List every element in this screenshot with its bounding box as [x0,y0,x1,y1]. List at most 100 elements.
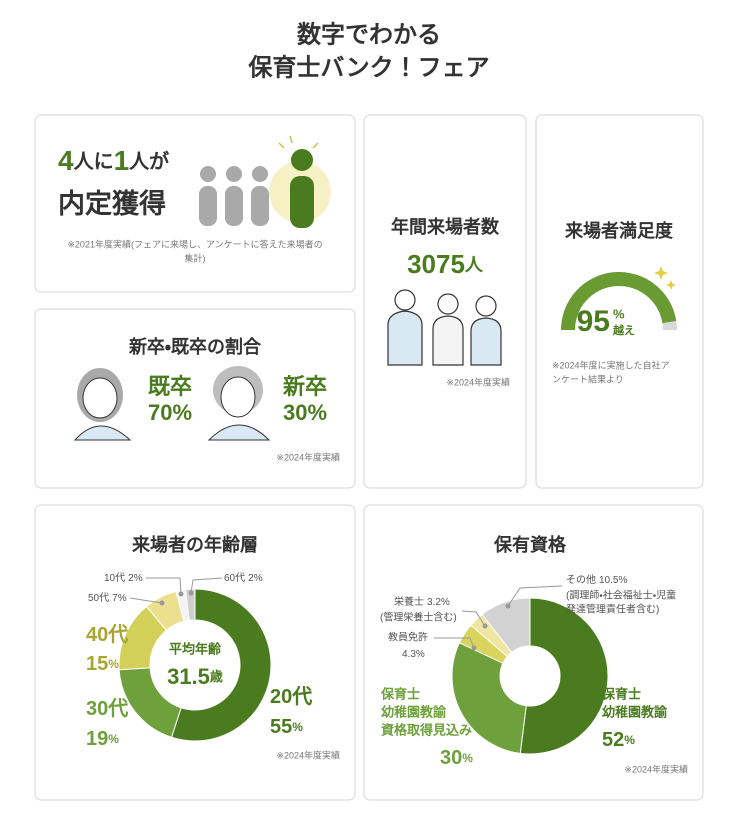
sparkle [278,135,319,149]
visitors-count: 3075人 [407,249,484,279]
value: 10.5 [599,575,619,586]
card-title: 年間来場者数 [391,216,500,237]
name: 40代 [86,623,128,646]
value: 7 [112,593,118,604]
value: 55 [270,716,292,738]
unit: % [118,593,127,604]
number: 3075 [407,249,465,279]
center-label: 平均年齢 [169,641,222,656]
donut-segment [170,588,272,742]
dot [159,600,165,606]
body [387,310,423,366]
note: ※2024年度実績 [276,451,340,462]
number: 1 [114,145,130,176]
note: ※2024年度実績 [276,749,340,760]
value: 4.3 [402,649,416,660]
unit: % [613,306,625,321]
name: 30代 [86,697,128,720]
unit: % [108,732,119,746]
face [220,376,256,418]
number: 95 [577,305,610,338]
leader-lines [129,577,223,606]
card [535,114,704,489]
note: ※2024年度に実施した自社ア [552,359,670,370]
unit: % [292,720,303,734]
unit: % [441,597,450,608]
head [437,293,459,315]
headline: 4人に1人が [58,145,169,176]
sparkle [654,266,676,290]
leader [190,577,223,594]
segment-label: 50代 7% [88,592,127,604]
segment-name: 教員免許 [388,631,428,644]
person-body [251,186,269,226]
leader [507,585,563,607]
segment-name: 幼稚園教諭 [602,704,668,719]
unit: % [134,573,143,584]
note: ※2024年度実績 [446,376,510,387]
person-body [199,186,217,226]
shoulders [73,425,132,441]
name: 60代 [224,572,245,584]
unit: 歳 [210,669,223,684]
segment-value: 30% [440,747,473,769]
unit: % [254,573,263,584]
body [432,315,464,366]
segment-label: 60代 2% [224,572,263,584]
unit: % [618,575,627,586]
unit: % [624,733,635,747]
value: 2 [128,573,134,584]
segment-name: 幼稚園教諭 [381,704,447,719]
value: 2 [248,573,254,584]
card [34,114,356,293]
segment-value: 55% [270,716,303,738]
segment-name: 40代 [86,623,128,646]
card-title: 来場者の年齢層 [131,534,258,555]
ratio-value: 30% [283,400,327,425]
donut-segment [481,597,531,653]
shoulders [207,424,271,441]
segment-value: 4.3% [402,649,425,660]
segment-name: 30代 [86,697,128,720]
unit: % [462,751,473,765]
head [475,295,497,317]
number: 4 [58,145,74,176]
leader [146,577,182,595]
visitors-illustration [387,289,502,366]
card-title: 新卒・既卒の割合 [128,336,262,357]
text: 人が [128,149,169,173]
title: 保育士バンク！フェア [247,54,489,81]
name: 栄養士 [394,595,424,608]
number: 31.5 [167,664,210,689]
name: 50代 [88,592,109,604]
segment-name: 20代 [270,685,312,708]
unit: % [108,657,119,671]
suffix: 越え [612,323,635,337]
person-head [200,166,216,182]
card [34,504,356,801]
ratio-label: 新卒 [282,374,327,399]
value: 15 [86,653,108,675]
dot [188,590,194,596]
note: ※2024年度実績 [624,763,688,774]
ratio-label: 既卒 [148,374,192,399]
body [470,317,502,366]
dot [471,645,477,651]
dot [178,591,184,597]
segment-name: 資格取得見込み [381,722,472,737]
dot [482,623,488,629]
card-title: 保有資格 [493,534,567,555]
note: ※2021年度実績(フェアに来場し、アンケートに答えた来場者の [67,238,322,249]
segment-value: 19% [86,728,119,750]
segment-detail: 発達管理責任者含む) [566,603,659,616]
value: 3.2 [427,597,441,608]
result: 内定獲得 [58,189,166,219]
title: 数字でわかる [297,20,441,48]
leader [461,610,486,627]
segment-value: 52% [602,729,635,751]
text: 人に [73,151,114,173]
donut-hole [500,646,560,706]
gauge-fill [561,271,677,330]
